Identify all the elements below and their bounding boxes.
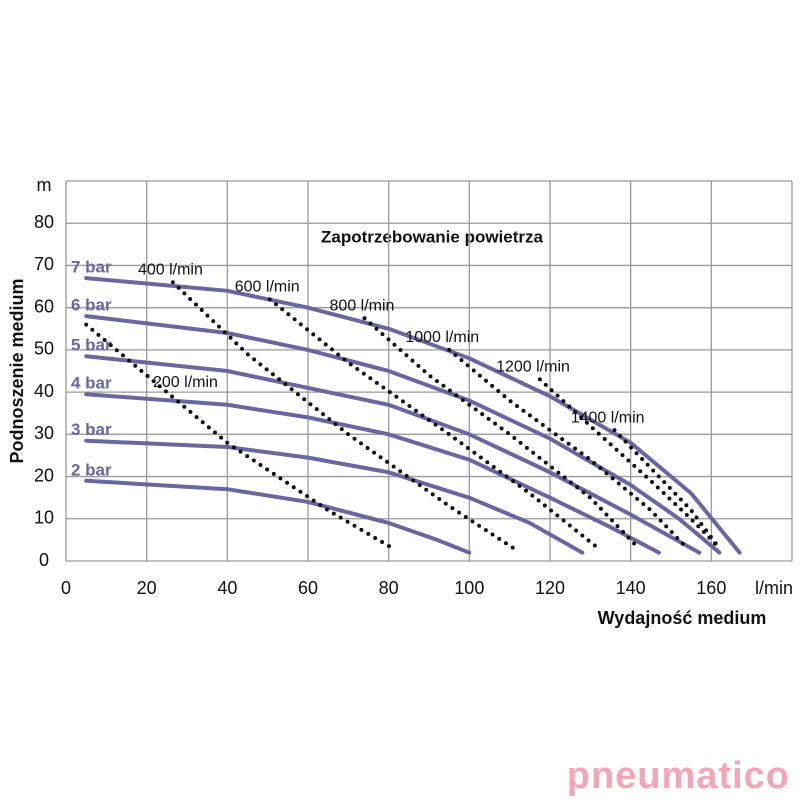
series-label: 1200 l/min [496,359,570,376]
air-consumption-line [612,428,722,551]
y-tick-label: 10 [34,508,54,528]
chart-title: Zapotrzebowanie powietrza [321,227,544,246]
air-consumption-line [170,280,516,551]
y-tick-label: 30 [34,423,54,443]
series-label: 600 l/min [235,278,300,295]
y-unit: m [37,175,52,195]
y-tick-label: 80 [34,212,54,232]
x-axis-title: Wydajność medium [598,608,767,628]
y-tick-label: 20 [34,465,54,485]
air-consumption-line [362,316,641,551]
series-label: 1000 l/min [405,329,479,346]
watermark: pneumatico [567,755,790,797]
x-tick-label: 60 [298,578,318,598]
series-label: 4 bar [71,374,112,393]
pressure-curve [84,478,472,555]
x-unit: l/min [755,578,793,598]
series-label: 3 bar [71,420,112,439]
x-tick-label: 160 [696,578,726,598]
air-consumption-line [84,322,395,551]
x-tick-label: 120 [535,578,565,598]
y-tick-label: 70 [34,254,54,274]
x-tick-label: 0 [61,578,71,598]
series-label: 200 l/min [153,374,218,391]
pressure-curve [84,314,722,555]
series-label: 1400 l/min [571,409,645,426]
series-label: 2 bar [71,460,112,479]
x-tick-label: 80 [379,578,399,598]
series-label: 7 bar [71,258,112,277]
x-tick-label: 140 [616,578,646,598]
pressure-curve [84,392,661,555]
series-label: 6 bar [71,296,112,315]
series-label: 400 l/min [138,262,203,279]
x-tick-label: 20 [137,578,157,598]
series-label: 5 bar [71,336,112,355]
air-consumption-line [537,377,722,551]
x-tick-label: 100 [454,578,484,598]
y-tick-label: 40 [34,381,54,401]
y-tick-label: 60 [34,296,54,316]
y-tick-label: 50 [34,339,54,359]
air-consumption-line [267,297,601,551]
y-axis-title: Podnoszenie medium [7,278,27,463]
pressure-curve [84,276,742,555]
y-tick-label: 0 [39,550,49,570]
pressure-curve [84,438,585,555]
series-label: 800 l/min [330,297,395,314]
x-tick-label: 40 [217,578,237,598]
